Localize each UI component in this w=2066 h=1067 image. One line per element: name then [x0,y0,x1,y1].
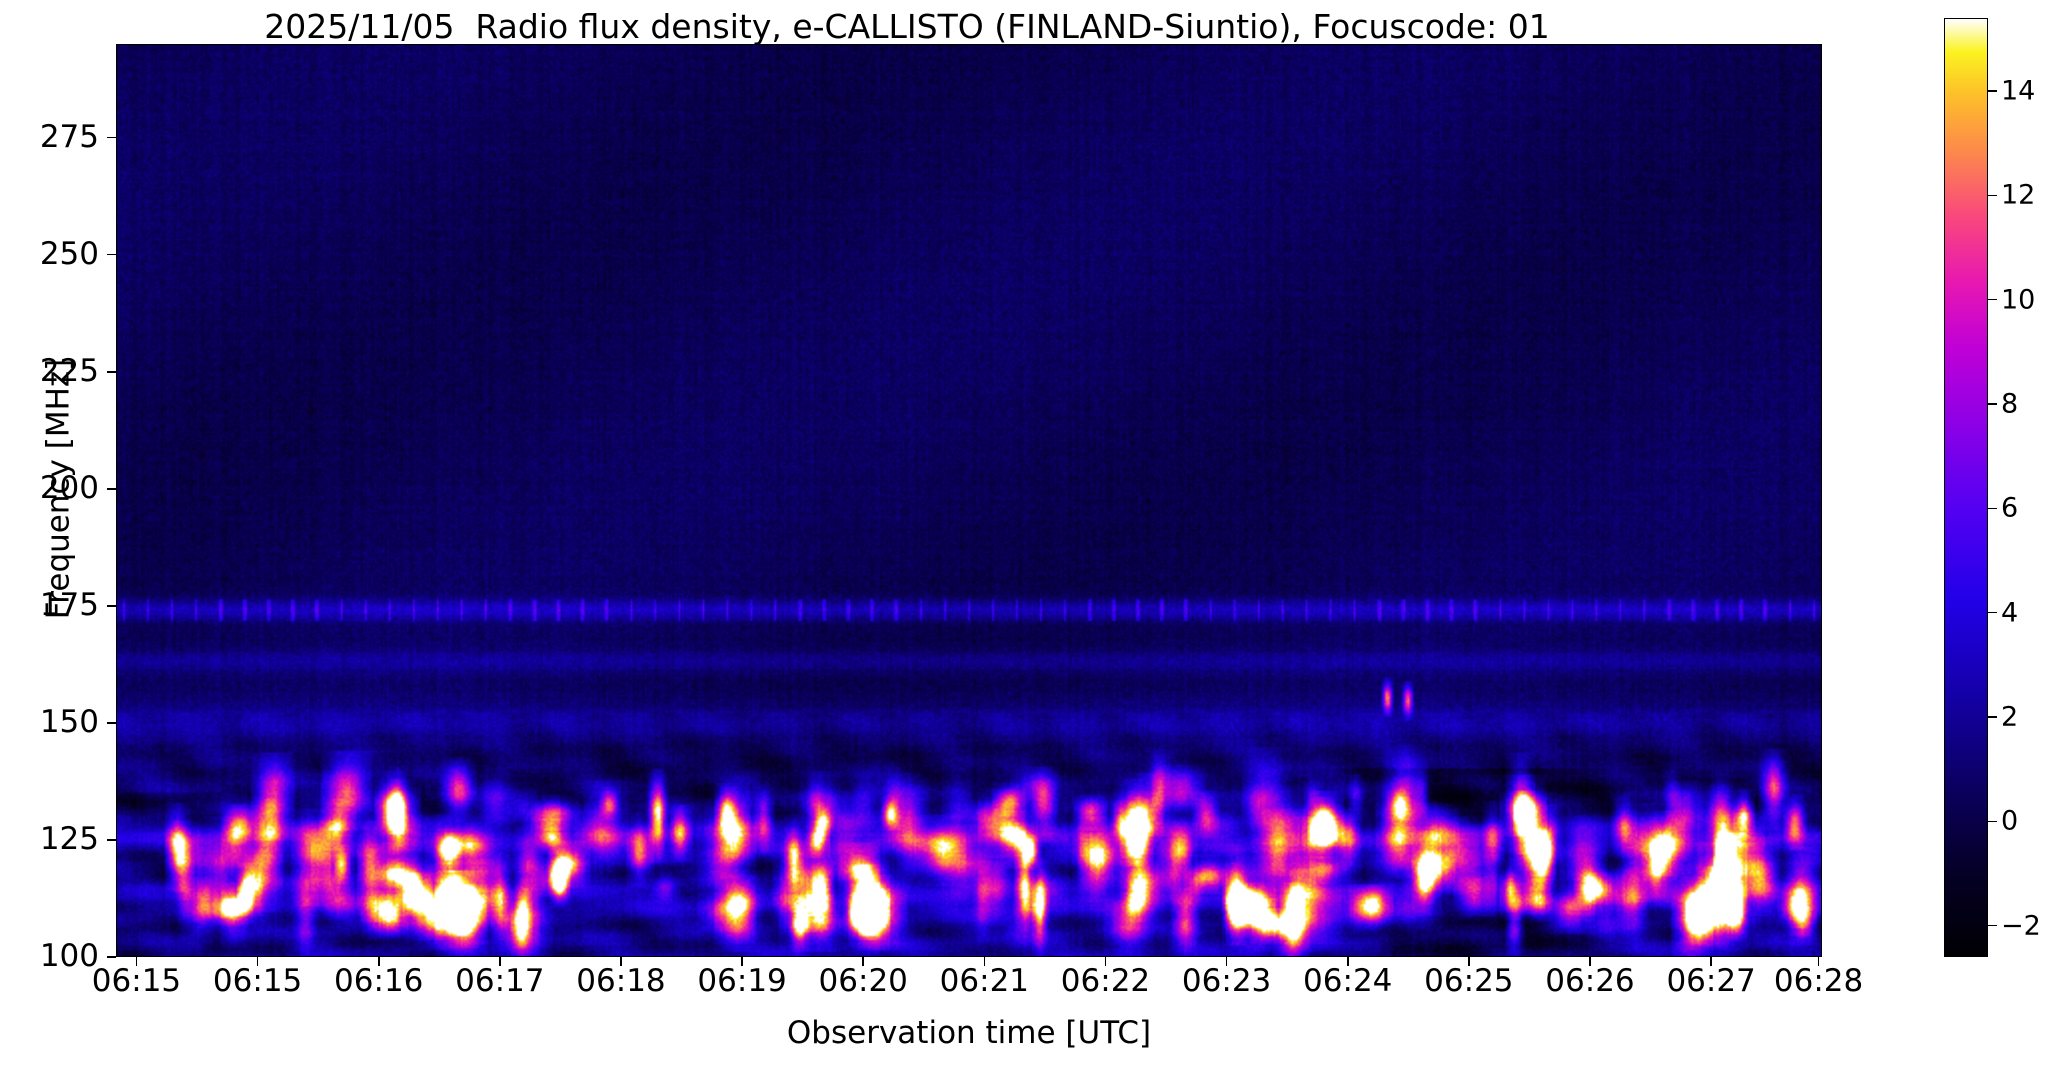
x-tick-mark [135,957,138,966]
x-tick-label: 06:28 [1773,963,1864,999]
x-tick-label: 06:21 [939,963,1030,999]
y-tick-mark [107,253,116,256]
y-tick-label: 175 [39,586,99,623]
colorbar-tick-label: 14 [2001,75,2036,107]
spectrogram-axes [116,44,1822,957]
colorbar-tick-mark [1988,611,1997,614]
x-tick-label: 06:15 [91,963,182,999]
x-tick-mark [620,957,622,966]
x-tick-label: 06:24 [1303,963,1393,999]
x-tick-mark [1589,957,1591,966]
colorbar-tick-mark [1988,507,1997,510]
y-tick-label: 150 [39,703,99,740]
y-tick-label: 250 [39,235,99,272]
x-tick-label: 06:20 [818,963,908,999]
colorbar-tick-mark [1988,90,1997,92]
colorbar-tick-label: 2 [2001,701,2019,733]
x-tick-mark [499,957,501,966]
x-tick-mark [1817,957,1820,966]
colorbar-tick-mark [1988,924,1997,927]
colorbar-tick-mark [1988,820,1997,823]
colorbar-tick-mark [1988,194,1997,197]
y-tick-label: 200 [39,469,99,506]
y-tick-mark [107,136,116,139]
colorbar-tick-mark [1988,716,1997,718]
spectrogram-image [117,45,1821,956]
colorbar-tick-label: 0 [2001,805,2019,837]
y-tick-mark [107,839,116,841]
x-tick-mark [983,957,986,966]
y-tick-label: 275 [39,118,99,155]
page-title: 2025/11/05 Radio flux density, e-CALLIST… [264,7,1550,46]
colorbar-tick-mark [1988,298,1997,301]
x-tick-mark [862,957,865,966]
y-tick-label: 100 [39,938,99,974]
colorbar-tick-label: 6 [2001,492,2019,524]
y-tick-label: 225 [39,352,99,389]
x-tick-mark [741,957,743,966]
y-tick-label: 125 [39,820,99,857]
y-tick-mark [107,722,116,724]
x-tick-mark [1710,957,1712,966]
x-tick-mark [377,957,380,966]
y-tick-mark [107,605,116,607]
colorbar-tick-label: 12 [2001,179,2036,211]
x-tick-label: 06:16 [334,963,424,999]
y-tick-mark [107,956,116,958]
x-tick-label: 06:17 [455,963,545,999]
colorbar-tick-label: 4 [2001,597,2019,629]
colorbar-gradient [1945,19,1987,956]
colorbar-tick-label: −2 [2001,910,2041,942]
x-tick-label: 06:19 [697,963,787,999]
x-tick-label: 06:15 [212,963,303,999]
x-tick-mark [256,957,259,966]
colorbar-tick-label: 8 [2001,388,2019,420]
x-tick-label: 06:26 [1545,963,1635,999]
x-tick-label: 06:25 [1424,963,1514,999]
colorbar-tick-label: 10 [2001,284,2036,316]
x-tick-mark [1468,957,1470,966]
colorbar-tick-mark [1988,403,1997,405]
x-tick-label: 06:27 [1666,963,1756,999]
x-tick-mark [1346,957,1349,966]
x-tick-label: 06:22 [1060,963,1151,999]
x-tick-label: 06:23 [1181,963,1272,999]
y-tick-mark [107,487,116,490]
x-axis-label: Observation time [UTC] [786,1015,1152,1051]
colorbar [1944,18,1988,957]
x-tick-label: 06:18 [576,963,666,999]
y-tick-mark [107,370,116,373]
x-tick-mark [1104,957,1107,966]
x-tick-mark [1225,957,1228,966]
